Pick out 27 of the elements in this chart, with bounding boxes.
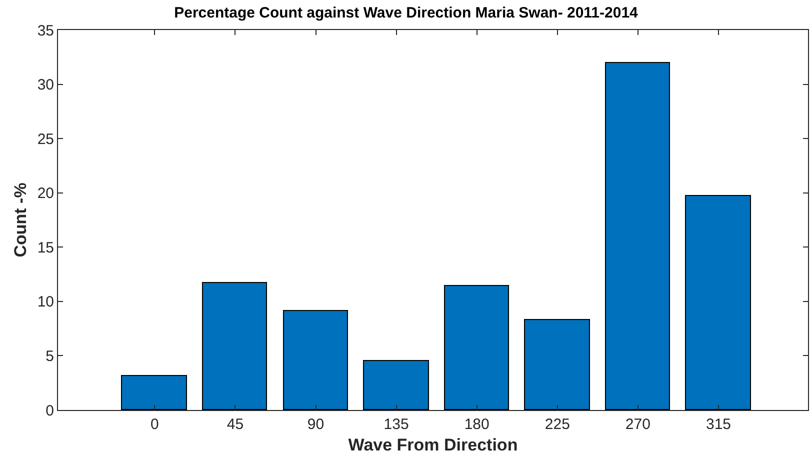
- chart-title: Percentage Count against Wave Direction Maria Swan- 2011-2014: [174, 4, 639, 22]
- y-tick-label: 5: [46, 348, 54, 365]
- y-tick-label: 15: [37, 239, 54, 256]
- y-tick-label: 35: [37, 22, 54, 40]
- bar: [524, 319, 590, 410]
- y-tick-label: 10: [37, 294, 54, 311]
- x-tick-label: 270: [625, 416, 650, 433]
- x-tick-label: 135: [384, 416, 409, 433]
- y-tick-label: 20: [37, 185, 54, 202]
- x-tick-label: 45: [226, 416, 244, 433]
- y-tick-label: 30: [37, 76, 54, 94]
- bar: [444, 285, 509, 410]
- bar: [605, 62, 670, 410]
- bar: [202, 282, 267, 410]
- bar: [363, 360, 429, 410]
- x-tick-label: 315: [706, 416, 732, 433]
- y-axis-title: Count -%: [10, 182, 30, 258]
- x-axis-title: Wave From Direction: [348, 435, 518, 454]
- x-tick-label: 0: [150, 416, 159, 433]
- y-tick-label: 25: [37, 130, 54, 148]
- bar: [283, 310, 348, 410]
- x-tick-label: 180: [464, 416, 490, 433]
- y-tick-label: 0: [46, 402, 54, 420]
- bar: [685, 195, 751, 410]
- x-tick-label: 90: [307, 416, 324, 433]
- bar: [121, 375, 187, 410]
- x-tick-label: 225: [544, 416, 570, 433]
